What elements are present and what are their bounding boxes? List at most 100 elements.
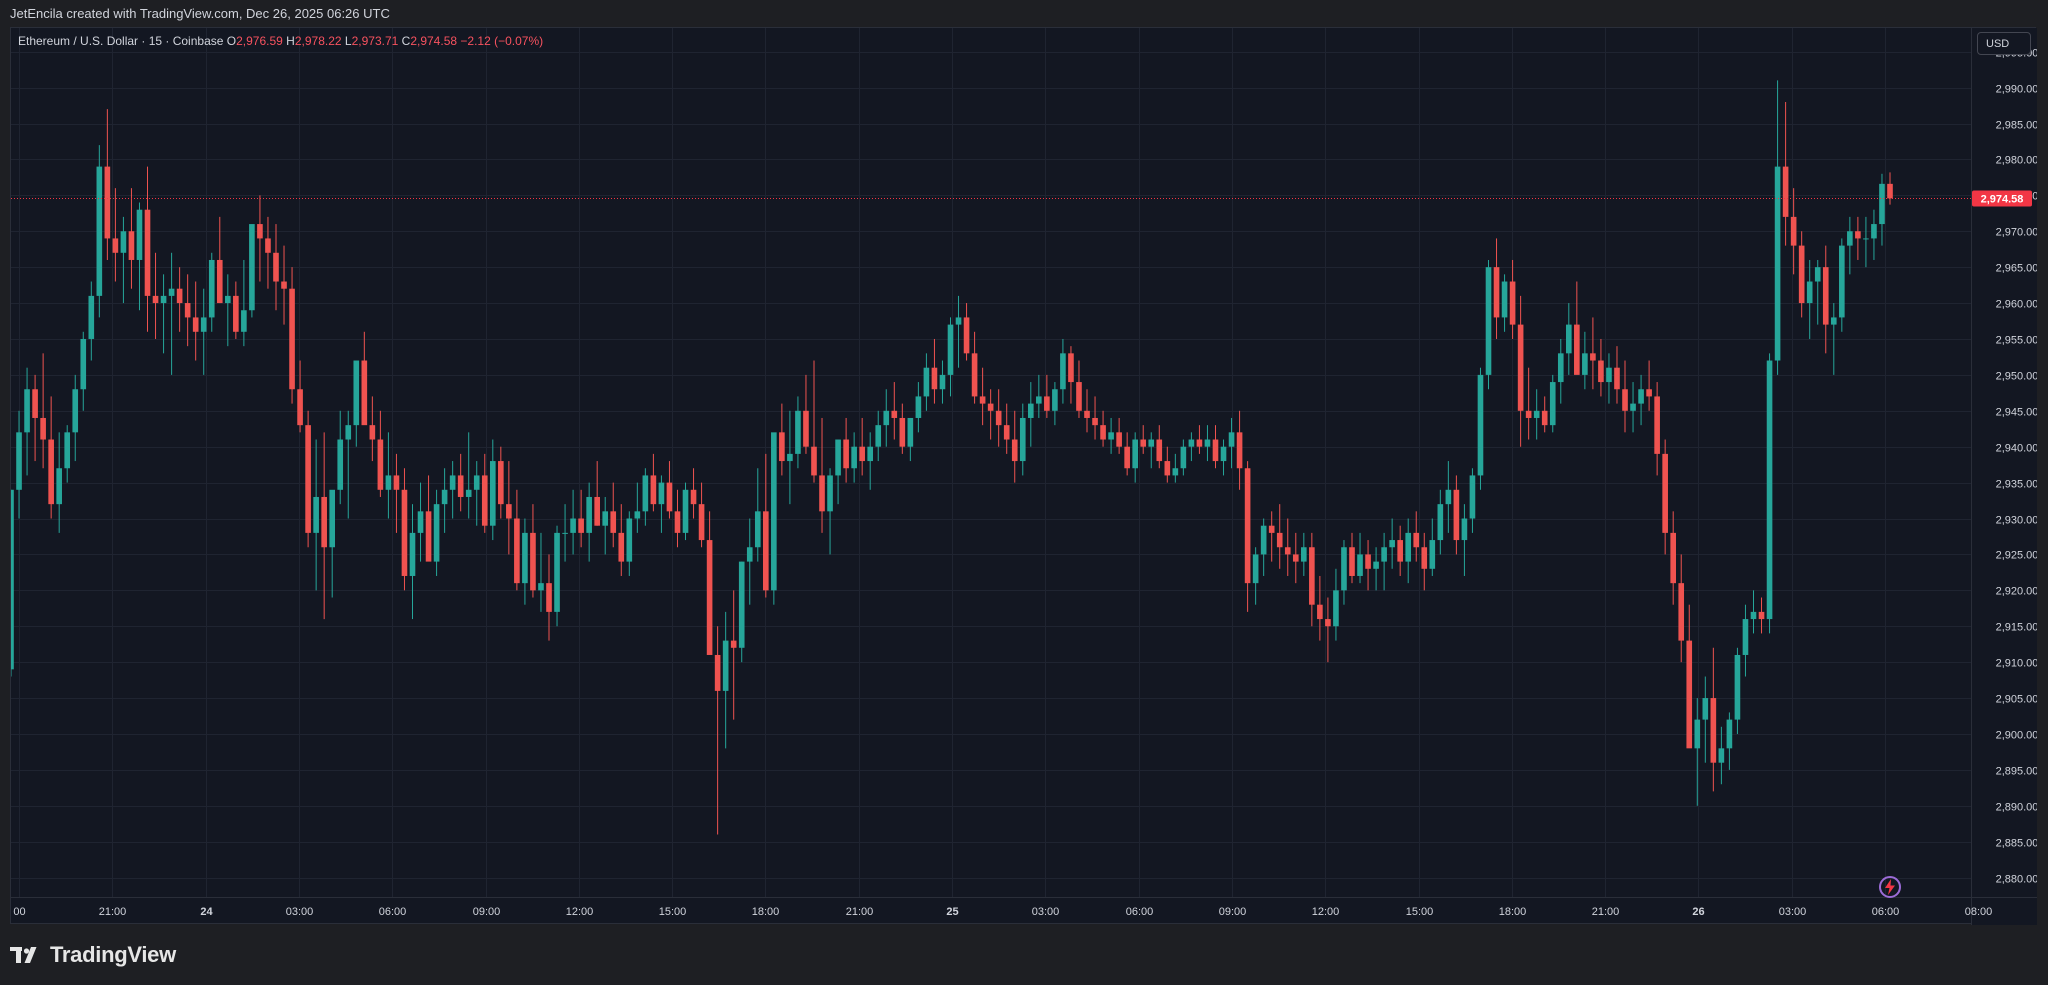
price-tick-label: 2,935.00 — [1996, 479, 2037, 491]
open-value: 2,976.59 — [236, 34, 283, 48]
candle — [594, 461, 600, 526]
candle — [1284, 518, 1291, 576]
candle-body — [16, 432, 22, 490]
price-tick-label: 2,940.00 — [1996, 443, 2037, 455]
candle — [257, 195, 263, 282]
candle — [465, 432, 472, 519]
candle-body — [1068, 353, 1074, 383]
tradingview-logo[interactable]: TradingView — [10, 942, 176, 968]
price-chart[interactable]: 2,880.00 2,885.00 2,890.00 2,895.00 2,900.00… — [11, 28, 2037, 925]
candle-body — [136, 209, 143, 260]
candle-body — [80, 338, 87, 390]
price-tick-label: 2,910.00 — [1996, 658, 2037, 670]
candle-body — [1108, 432, 1114, 440]
currency-button[interactable]: USD — [1977, 32, 2031, 55]
candle — [506, 461, 512, 555]
candle-body — [795, 410, 801, 454]
candle — [851, 432, 857, 483]
candle-body — [1204, 439, 1211, 447]
candle-body — [578, 518, 584, 533]
candle — [1574, 281, 1580, 375]
candle-body — [1879, 183, 1885, 225]
price-tick-label: 2,885.00 — [1996, 838, 2037, 850]
candle-body — [995, 410, 1002, 426]
price-tick-label: 2,955.00 — [1996, 335, 2037, 347]
candle — [1212, 425, 1219, 469]
candle — [1421, 532, 1428, 591]
candle-body — [120, 231, 127, 253]
candle-body — [827, 475, 833, 512]
candle-body — [1806, 281, 1813, 304]
price-tick-label: 2,930.00 — [1996, 515, 2037, 527]
candle-body — [1839, 245, 1845, 318]
candle — [746, 518, 753, 605]
candle — [1598, 338, 1604, 397]
candle — [393, 453, 400, 533]
candle — [457, 453, 464, 512]
candle — [417, 482, 424, 562]
candle-body — [1646, 389, 1652, 397]
candle-body — [1019, 417, 1026, 462]
candle-body — [498, 461, 504, 505]
candle-body — [634, 511, 641, 519]
lightning-icon[interactable] — [1876, 873, 1904, 901]
candle — [1317, 575, 1323, 641]
candle — [297, 360, 303, 433]
time-tick-label: 26 — [1692, 906, 1704, 918]
candle-body — [522, 532, 528, 584]
candle — [1662, 439, 1668, 555]
time-tick-label: 18:00 — [752, 906, 780, 918]
candle — [602, 496, 609, 555]
candle-body — [216, 259, 223, 304]
candle — [1774, 80, 1781, 375]
candle — [498, 446, 504, 519]
candle-body — [955, 317, 962, 325]
chart-frame[interactable]: 2,880.00 2,885.00 2,890.00 2,895.00 2,900.00… — [10, 27, 2037, 925]
price-tick-label: 2,895.00 — [1996, 766, 2037, 778]
candle-body — [1132, 439, 1138, 469]
candle — [401, 468, 408, 591]
candle — [1357, 532, 1363, 584]
candle — [1622, 360, 1628, 433]
candle-body — [1076, 382, 1082, 411]
candle-body — [1116, 432, 1122, 447]
candle — [80, 331, 87, 411]
candle-body — [1052, 389, 1058, 411]
candle-body — [1453, 489, 1460, 541]
candle-body — [514, 518, 520, 584]
candle-body — [506, 504, 512, 519]
price-tick-label: 2,990.00 — [1996, 84, 2037, 96]
candle — [1068, 346, 1074, 404]
candle — [1100, 410, 1106, 447]
candle-body — [1461, 518, 1468, 541]
candle — [409, 504, 416, 620]
candle-body — [1774, 166, 1781, 361]
candle — [1879, 173, 1885, 246]
candle — [899, 403, 906, 454]
candle — [835, 439, 841, 505]
candles — [11, 80, 1893, 835]
candle — [313, 439, 319, 591]
candle-body — [891, 410, 898, 418]
candle-body — [1341, 547, 1347, 591]
time-tick-label: 25 — [946, 906, 958, 918]
candle-body — [1565, 324, 1572, 354]
candle — [1244, 461, 1251, 612]
price-tick-label: 2,980.00 — [1996, 155, 2037, 167]
candle — [1710, 647, 1717, 792]
candle-body — [1694, 719, 1701, 749]
candle-body — [963, 317, 970, 354]
symbol-title[interactable]: Ethereum / U.S. Dollar · 15 · Coinbase — [18, 34, 224, 48]
candle-body — [1686, 640, 1693, 749]
candle — [369, 396, 376, 462]
candle-body — [1044, 396, 1050, 411]
candle — [1630, 382, 1636, 433]
candle — [1670, 511, 1677, 605]
candle-body — [819, 475, 825, 512]
candle-body — [48, 439, 54, 505]
candle-body — [297, 389, 303, 426]
candle — [1638, 374, 1644, 426]
chart-attribution-bar: JetEncila created with TradingView.com, … — [0, 0, 2048, 28]
candle — [289, 267, 295, 404]
symbol-legend[interactable]: Ethereum / U.S. Dollar · 15 · Coinbase O… — [18, 34, 543, 48]
